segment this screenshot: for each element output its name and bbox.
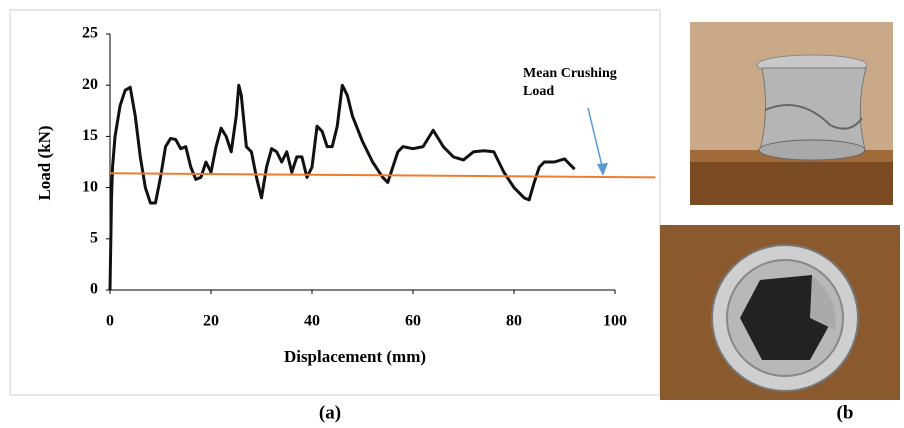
photo-side [690, 22, 893, 205]
x-tick-label: 100 [603, 313, 627, 330]
annotation: Mean Crushing [523, 66, 617, 81]
x-axis-label: Displacement (mm) [284, 347, 426, 366]
x-tick-label: 0 [106, 313, 114, 330]
figure: Displacement (mm) Load (kN) (a) (b 0 5 10 1… [0, 0, 904, 428]
x-tick-label: 40 [304, 313, 320, 330]
annotation: Load [523, 84, 554, 99]
y-tick-label: 15 [82, 127, 98, 144]
photo-top [660, 225, 900, 400]
y-tick-label: 0 [90, 281, 98, 298]
y-tick-label: 20 [82, 76, 98, 93]
caption: (b [837, 402, 854, 423]
x-tick-label: 20 [203, 313, 219, 330]
x-tick-label: 80 [506, 313, 522, 330]
y-tick-label: 25 [82, 25, 98, 42]
y-axis-label: Load (kN) [35, 125, 54, 200]
y-tick-label: 5 [90, 229, 98, 246]
x-tick-label: 60 [405, 313, 421, 330]
y-tick-label: 10 [82, 178, 98, 195]
caption: (a) [319, 402, 341, 423]
